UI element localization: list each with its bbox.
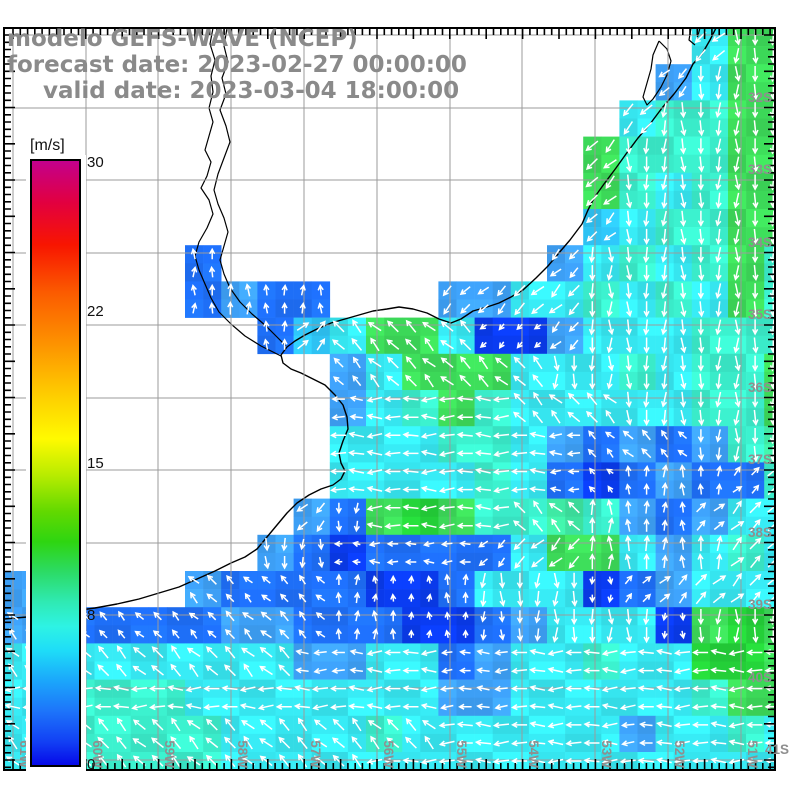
wave-cell <box>764 571 775 590</box>
coastline-lagoon <box>642 40 672 106</box>
coastline-river_east <box>213 28 287 347</box>
wave-cell <box>764 28 775 47</box>
wave-cell <box>764 516 775 536</box>
wave-cell <box>764 353 775 373</box>
lat-label-32S: 32S <box>748 90 772 105</box>
coastline-river_west <box>194 28 282 357</box>
lon-label-57W: 57W <box>308 740 323 768</box>
map-border <box>3 27 776 771</box>
coastline <box>4 28 717 620</box>
wave-cell <box>764 299 775 318</box>
wave-cell <box>764 281 775 300</box>
model-title: modelo GEFS-WAVE (NCEP) <box>7 26 358 52</box>
lat-label-33S: 33S <box>748 162 772 177</box>
valid-date-line: valid date: 2023-03-04 18:00:00 <box>43 78 460 104</box>
lat-label-37S: 37S <box>748 452 772 467</box>
colorbar: [m/s] 30 22 15 8 0 <box>26 137 104 773</box>
wave-cell <box>764 390 775 409</box>
axis-ticks <box>5 29 774 769</box>
wave-cell <box>764 552 775 572</box>
wave-cell <box>764 82 775 101</box>
lon-label-55W: 55W <box>454 740 469 768</box>
title-block: modelo GEFS-WAVE (NCEP) forecast date: 2… <box>7 26 467 104</box>
tick-marks-path <box>5 29 774 769</box>
wave-cell <box>764 607 775 626</box>
wave-cell <box>764 534 775 554</box>
colorbar-tick-8: 8 <box>87 607 95 624</box>
lat-label-34S: 34S <box>748 235 772 250</box>
lon-label-53W: 53W <box>599 740 614 768</box>
lat-label-39S: 39S <box>748 597 772 612</box>
lon-label-58W: 58W <box>235 740 250 768</box>
wave-cell <box>764 408 775 427</box>
wave-cell <box>764 480 775 499</box>
lon-label-52W: 52W <box>672 740 687 768</box>
lon-label-59W: 59W <box>162 740 177 768</box>
wave-cell <box>764 118 775 137</box>
wave-cell <box>764 498 775 517</box>
coastline-main <box>4 28 717 620</box>
wave-cell <box>764 190 775 210</box>
forecast-date-line: forecast date: 2023-02-27 00:00:00 <box>7 52 467 78</box>
lon-label-54W: 54W <box>526 740 541 768</box>
lon-label-60W: 60W <box>90 740 105 768</box>
wave-cell <box>764 245 775 264</box>
wave-cell <box>764 46 775 65</box>
colorbar-tick-0: 0 <box>87 756 95 773</box>
wind-arrows-path <box>4 29 775 768</box>
colorbar-tick-22: 22 <box>87 303 104 320</box>
wave-cell <box>764 335 775 355</box>
lat-label-40S: 40S <box>748 670 772 685</box>
wave-cell <box>764 317 775 336</box>
lat-label-36S: 36S <box>748 380 772 395</box>
wave-cell <box>764 64 775 83</box>
lat-label-38S: 38S <box>748 525 772 540</box>
wave-cell <box>764 154 775 174</box>
wave-cell <box>764 444 775 463</box>
colorbar-gradient <box>30 159 81 767</box>
wave-cell <box>764 136 775 155</box>
wave-cell <box>764 172 775 192</box>
lat-label-35S: 35S <box>748 307 772 322</box>
wave-cell <box>764 209 775 228</box>
colorbar-tick-30: 30 <box>87 154 104 171</box>
axis-labels: 61W 60W 59W 58W 57W 56W 55W 54W 53W 52W 51W32S33S3… <box>17 90 789 768</box>
wave-cell <box>764 462 775 481</box>
wave-cell <box>764 263 775 282</box>
lon-label-51W: 51W <box>745 740 760 768</box>
coastline-inlet_b <box>696 28 701 40</box>
wave-cell <box>764 227 775 246</box>
colorbar-unit-label: [m/s] <box>30 137 65 154</box>
wave-cell <box>764 100 775 119</box>
wave-cell <box>764 371 775 391</box>
colorbar-tick-15: 15 <box>87 455 104 472</box>
wave-cell <box>764 625 775 644</box>
lon-label-56W: 56W <box>381 740 396 768</box>
wind-direction-arrows <box>4 29 775 768</box>
wave-cell <box>764 426 775 445</box>
lat-label-41S: 41S <box>765 742 789 757</box>
wave-cell <box>764 589 775 608</box>
